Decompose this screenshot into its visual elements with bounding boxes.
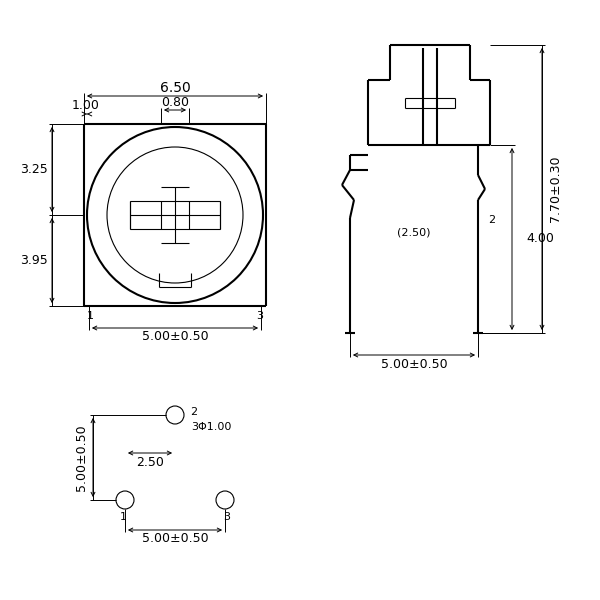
Text: 2.50: 2.50 [136,455,164,469]
Text: 3.95: 3.95 [20,254,48,267]
Text: (2.50): (2.50) [397,227,431,238]
Text: 5.00±0.50: 5.00±0.50 [74,424,88,491]
Text: 3: 3 [223,512,230,522]
Text: 7.70±0.30: 7.70±0.30 [550,156,563,222]
Text: 3Φ1.00: 3Φ1.00 [191,422,232,432]
Text: 4.00: 4.00 [526,232,554,245]
Text: 5.00±0.50: 5.00±0.50 [142,331,208,343]
Text: 1.00: 1.00 [71,99,100,112]
Text: 2: 2 [488,215,495,225]
Text: 5.00±0.50: 5.00±0.50 [380,358,448,370]
Text: 3.25: 3.25 [20,163,48,176]
Text: 5.00±0.50: 5.00±0.50 [142,533,208,545]
Text: 6.50: 6.50 [160,81,190,95]
Text: 1: 1 [119,512,127,522]
Text: 2: 2 [190,407,197,417]
Text: 0.80: 0.80 [161,97,189,109]
Text: 1: 1 [87,311,94,321]
Text: 3: 3 [256,311,263,321]
